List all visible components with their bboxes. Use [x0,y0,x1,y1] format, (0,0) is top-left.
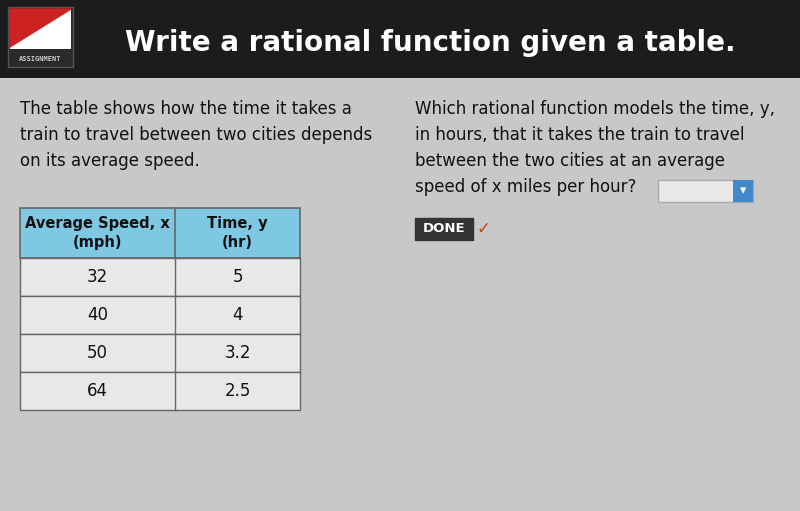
Bar [20,334,300,372]
Bar [0,0,800,78]
Text: ▾: ▾ [740,184,746,197]
Text: ✓: ✓ [476,220,490,238]
Text: 32: 32 [87,268,108,286]
Text: 2.5: 2.5 [224,382,250,400]
Text: in hours, that it takes the train to travel: in hours, that it takes the train to tra… [415,126,745,144]
Text: 5: 5 [232,268,242,286]
Text: Write a rational function given a table.: Write a rational function given a table. [125,29,735,57]
Text: The table shows how the time it takes a: The table shows how the time it takes a [20,100,352,118]
Text: Average Speed, x
(mph): Average Speed, x (mph) [25,216,170,250]
Bar [20,372,300,410]
Text: train to travel between two cities depends: train to travel between two cities depen… [20,126,372,144]
Text: 64: 64 [87,382,108,400]
Bar [20,258,300,296]
Text: 3.2: 3.2 [224,344,250,362]
Text: 4: 4 [232,306,242,324]
Bar [8,7,73,67]
Text: DONE: DONE [422,222,466,236]
Text: ASSIGNMENT: ASSIGNMENT [19,56,62,62]
Bar [20,208,300,258]
Bar [10,9,71,49]
Bar [658,180,753,202]
Polygon shape [10,9,71,47]
Bar [733,180,753,202]
Text: speed of x miles per hour?: speed of x miles per hour? [415,178,636,196]
Text: between the two cities at an average: between the two cities at an average [415,152,725,170]
Bar [415,218,473,240]
Text: Which rational function models the time, y,: Which rational function models the time,… [415,100,775,118]
Text: 40: 40 [87,306,108,324]
Text: 50: 50 [87,344,108,362]
Text: on its average speed.: on its average speed. [20,152,200,170]
Text: Time, y
(hr): Time, y (hr) [207,216,268,250]
Bar [20,296,300,334]
